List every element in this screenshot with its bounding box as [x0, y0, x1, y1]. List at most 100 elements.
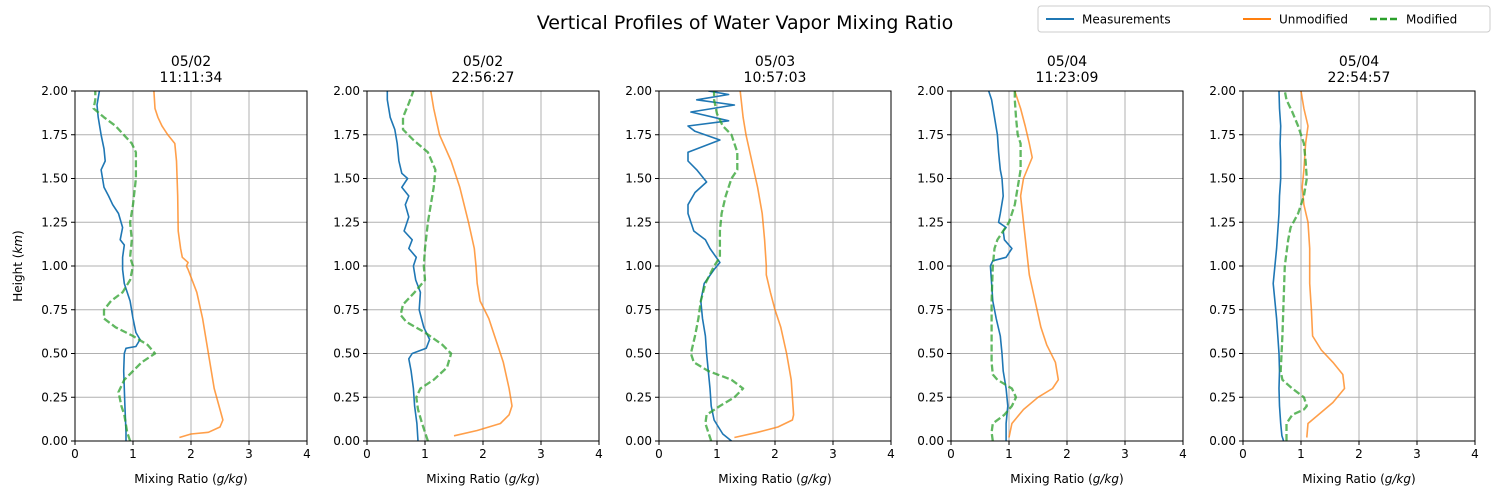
series-line-modified — [990, 91, 1022, 441]
x-axis-label: Mixing Ratio (g/kg) — [718, 472, 831, 486]
x-tick-label: 0 — [655, 447, 663, 461]
y-tick-label: 1.50 — [1209, 172, 1236, 186]
y-tick-label: 0.50 — [917, 347, 944, 361]
x-tick-label: 0 — [71, 447, 79, 461]
y-tick-label: 1.75 — [917, 128, 944, 142]
y-tick-label: 0.25 — [917, 390, 944, 404]
y-tick-label: 1.50 — [333, 172, 360, 186]
panel-time: 22:56:27 — [452, 70, 515, 86]
legend-label-modified: Modified — [1406, 13, 1457, 27]
panel-date: 05/03 — [755, 54, 795, 70]
x-tick-label: 4 — [1471, 447, 1479, 461]
y-tick-label: 0.75 — [625, 303, 652, 317]
x-tick-label: 3 — [829, 447, 837, 461]
panel-time: 10:57:03 — [744, 70, 807, 86]
series-line-measurements — [1272, 91, 1285, 441]
series-line-measurements — [386, 91, 431, 441]
series-line-modified — [689, 91, 745, 441]
series-line-unmodified — [1300, 91, 1346, 438]
series-line-modified — [92, 91, 157, 441]
y-tick-label: 0.25 — [333, 390, 360, 404]
y-tick-label: 1.75 — [1209, 128, 1236, 142]
y-tick-label: 1.25 — [41, 215, 68, 229]
y-tick-label: 0.25 — [625, 390, 652, 404]
legend-label-measurements: Measurements — [1082, 13, 1171, 27]
y-tick-label: 0.50 — [1209, 347, 1236, 361]
y-tick-label: 0.25 — [41, 390, 68, 404]
x-tick-label: 1 — [421, 447, 429, 461]
series-line-unmodified — [1008, 91, 1060, 438]
x-tick-label: 0 — [947, 447, 955, 461]
x-axis-label: Mixing Ratio (g/kg) — [134, 472, 247, 486]
x-tick-label: 2 — [1355, 447, 1363, 461]
series-line-modified — [399, 91, 453, 441]
x-axis-label: Mixing Ratio (g/kg) — [426, 472, 539, 486]
x-axis-label: Mixing Ratio (g/kg) — [1010, 472, 1123, 486]
y-tick-label: 1.00 — [917, 259, 944, 273]
x-tick-label: 4 — [887, 447, 895, 461]
y-tick-label: 1.00 — [1209, 259, 1236, 273]
y-tick-label: 1.25 — [625, 215, 652, 229]
y-tick-label: 0.75 — [333, 303, 360, 317]
x-tick-label: 4 — [303, 447, 311, 461]
y-tick-label: 0.75 — [1209, 303, 1236, 317]
legend-label-unmodified: Unmodified — [1279, 13, 1348, 27]
y-axis-label: Height (km) — [11, 230, 25, 302]
x-tick-label: 1 — [1005, 447, 1013, 461]
x-tick-label: 2 — [187, 447, 195, 461]
series-line-unmodified — [153, 91, 224, 439]
series-line-measurements — [96, 91, 141, 441]
y-tick-label: 0.00 — [1209, 434, 1236, 448]
x-tick-label: 2 — [771, 447, 779, 461]
y-tick-label: 1.75 — [625, 128, 652, 142]
y-tick-label: 1.50 — [917, 172, 944, 186]
panel-date: 05/04 — [1047, 54, 1087, 70]
x-tick-label: 2 — [479, 447, 487, 461]
y-tick-label: 0.00 — [917, 434, 944, 448]
y-tick-label: 1.00 — [625, 259, 652, 273]
y-tick-label: 1.00 — [41, 259, 68, 273]
x-tick-label: 1 — [713, 447, 721, 461]
y-tick-label: 0.75 — [41, 303, 68, 317]
x-tick-label: 3 — [1121, 447, 1129, 461]
y-tick-label: 1.75 — [333, 128, 360, 142]
x-tick-label: 3 — [1413, 447, 1421, 461]
panel-time: 11:23:09 — [1036, 70, 1099, 86]
panel-time: 22:54:57 — [1328, 70, 1391, 86]
y-tick-label: 0.00 — [41, 434, 68, 448]
y-tick-label: 2.00 — [917, 84, 944, 98]
series-line-unmodified — [430, 91, 513, 437]
y-tick-label: 1.25 — [917, 215, 944, 229]
y-tick-label: 1.50 — [625, 172, 652, 186]
x-tick-label: 3 — [537, 447, 545, 461]
y-tick-label: 1.75 — [41, 128, 68, 142]
chart-title: Vertical Profiles of Water Vapor Mixing … — [537, 12, 954, 34]
x-tick-label: 1 — [129, 447, 137, 461]
y-tick-label: 2.00 — [625, 84, 652, 98]
y-tick-label: 2.00 — [333, 84, 360, 98]
panel-time: 11:11:34 — [160, 70, 223, 86]
y-tick-label: 0.00 — [625, 434, 652, 448]
panel-date: 05/02 — [463, 54, 503, 70]
y-tick-label: 1.50 — [41, 172, 68, 186]
x-tick-label: 4 — [1179, 447, 1187, 461]
y-tick-label: 1.25 — [333, 215, 360, 229]
y-tick-label: 0.50 — [41, 347, 68, 361]
x-tick-label: 2 — [1063, 447, 1071, 461]
series-line-modified — [1279, 91, 1308, 441]
x-tick-label: 1 — [1297, 447, 1305, 461]
y-tick-label: 0.50 — [625, 347, 652, 361]
series-line-unmodified — [734, 91, 795, 439]
y-tick-label: 1.25 — [1209, 215, 1236, 229]
x-tick-label: 3 — [245, 447, 253, 461]
panel-date: 05/04 — [1339, 54, 1379, 70]
panel-date: 05/02 — [171, 54, 211, 70]
x-tick-label: 0 — [1239, 447, 1247, 461]
y-tick-label: 0.75 — [917, 303, 944, 317]
